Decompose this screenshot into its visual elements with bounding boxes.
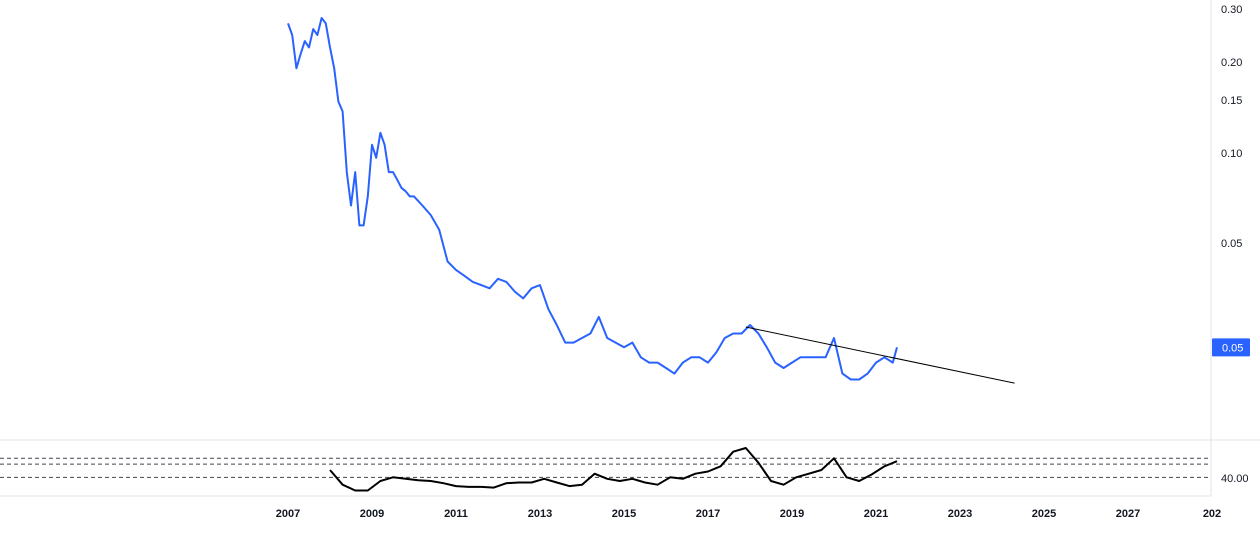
- time-axis-label: 2015: [612, 508, 636, 520]
- price-tick-label: 0.20: [1221, 57, 1242, 69]
- time-axis[interactable]: 2007 2009 2011 2013 2015 2017 2019 2021 2023 2025…: [0, 495, 1221, 520]
- last-value-label: 0.05: [1222, 342, 1243, 354]
- oscillator-tick-label: 40.00: [1221, 473, 1249, 485]
- price-axis[interactable]: 0.30 0.20 0.15 0.10 0.05 0.05: [1210, 0, 1250, 496]
- price-pane: [287, 17, 1015, 384]
- time-axis-label: 2017: [696, 508, 720, 520]
- time-axis-label: 202: [1203, 508, 1221, 520]
- price-tick-label: 0.10: [1221, 148, 1242, 160]
- oscillator-axis[interactable]: 40.00: [1221, 473, 1249, 485]
- time-axis-label: 2009: [360, 508, 384, 520]
- time-axis-label: 2021: [864, 508, 888, 520]
- price-tick-label: 0.15: [1221, 95, 1242, 107]
- time-axis-label: 2011: [444, 508, 468, 520]
- last-value-badge: [1212, 338, 1250, 357]
- time-axis-label: 2007: [276, 508, 300, 520]
- price-tick-label: 0.05: [1221, 238, 1242, 250]
- oscillator-pane: [0, 439, 1260, 492]
- time-axis-label: 2019: [780, 508, 804, 520]
- oscillator-series-line: [329, 447, 898, 492]
- time-axis-label: 2013: [528, 508, 552, 520]
- time-axis-label: 2025: [1032, 508, 1056, 520]
- trendline[interactable]: [745, 326, 1015, 384]
- time-axis-label: 2023: [948, 508, 972, 520]
- price-series-line: [287, 17, 898, 381]
- time-axis-label: 2027: [1116, 508, 1140, 520]
- price-tick-label: 0.30: [1221, 4, 1242, 16]
